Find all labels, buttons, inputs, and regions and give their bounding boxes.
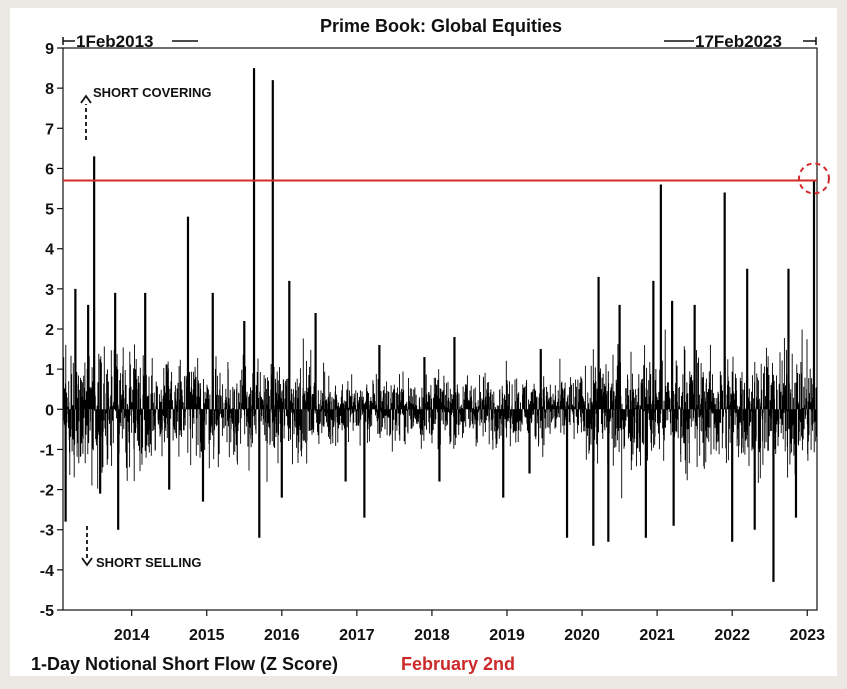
chart-background xyxy=(10,8,837,676)
short-covering-label: SHORT COVERING xyxy=(93,85,211,100)
x-tick-label: 2020 xyxy=(564,627,600,644)
y-axis: 9 8 7 6 5 4 3 2 1 0 -1 -2 -3 -4 -5 xyxy=(40,41,63,620)
y-tick-label: 1 xyxy=(45,362,54,379)
y-tick-label: 0 xyxy=(45,402,54,419)
x-tick-label: 2019 xyxy=(489,627,525,644)
highlight-circle xyxy=(798,162,830,195)
x-tick-label: 2016 xyxy=(264,627,300,644)
x-tick-label: 2022 xyxy=(714,627,750,644)
range-start-marker xyxy=(62,37,198,45)
y-tick-label: -3 xyxy=(40,523,54,540)
arrow-down-icon xyxy=(81,526,93,567)
range-start-label: 1Feb2013 xyxy=(76,32,154,51)
footnote-date: February 2nd xyxy=(401,654,515,674)
x-tick-label: 2017 xyxy=(339,627,375,644)
y-tick-label: 3 xyxy=(45,282,54,299)
y-tick-label: 5 xyxy=(45,202,54,219)
series-bars-noise xyxy=(62,329,818,499)
x-tick-label: 2014 xyxy=(114,627,150,644)
x-tick-label: 2023 xyxy=(789,627,825,644)
x-axis: 2014 2015 2016 2017 2018 2019 2020 2021 2022 2023 xyxy=(114,610,825,644)
x-tick-label: 2021 xyxy=(639,627,675,644)
y-tick-label: -1 xyxy=(40,442,54,459)
arrow-up-icon xyxy=(80,94,92,140)
y-tick-label: -4 xyxy=(40,563,54,580)
y-tick-label: -5 xyxy=(40,603,54,620)
y-tick-label: 9 xyxy=(45,41,54,58)
x-tick-label: 2018 xyxy=(414,627,450,644)
y-tick-label: 6 xyxy=(45,161,54,178)
range-end-marker xyxy=(664,37,817,45)
y-tick-label: -2 xyxy=(40,483,54,500)
range-end-label: 17Feb2023 xyxy=(695,32,782,51)
y-tick-label: 2 xyxy=(45,322,54,339)
x-axis-label: 1-Day Notional Short Flow (Z Score) xyxy=(31,654,338,674)
y-tick-label: 8 xyxy=(45,81,54,98)
short-selling-label: SHORT SELLING xyxy=(96,555,201,570)
bar-series xyxy=(62,68,818,582)
chart-title: Prime Book: Global Equities xyxy=(320,16,562,36)
y-tick-label: 7 xyxy=(45,121,54,138)
y-tick-label: 4 xyxy=(45,242,54,259)
x-tick-label: 2015 xyxy=(189,627,225,644)
